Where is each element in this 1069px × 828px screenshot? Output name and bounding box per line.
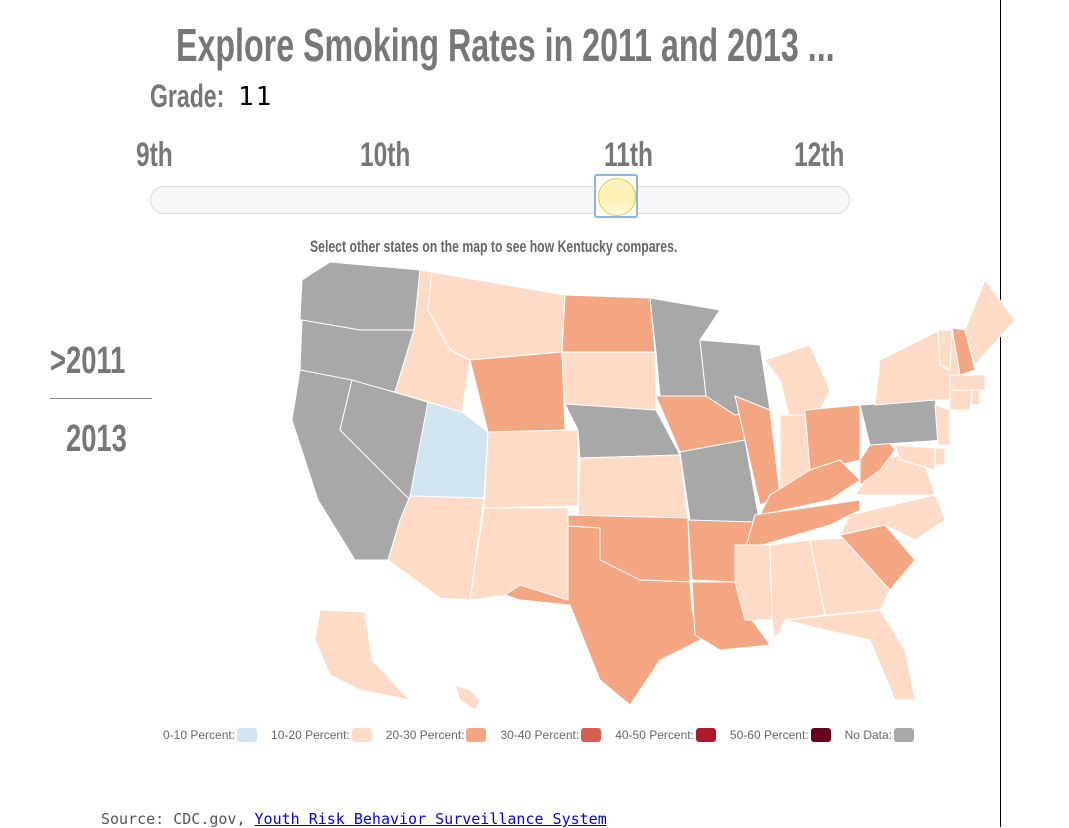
state-wa[interactable]: [299, 261, 421, 331]
year-2011[interactable]: >2011: [50, 340, 126, 382]
state-hi[interactable]: [454, 684, 481, 711]
state-ri[interactable]: [971, 389, 981, 406]
state-wy[interactable]: [469, 351, 566, 433]
legend-item: 10-20 Percent:: [271, 728, 372, 742]
legend-label: 30-40 Percent:: [500, 728, 580, 742]
tick-11th[interactable]: 11th: [604, 136, 653, 174]
state-ms[interactable]: [734, 544, 773, 621]
grade-value: 11: [238, 82, 274, 112]
tick-9th[interactable]: 9th: [136, 136, 173, 174]
legend-swatch: [237, 728, 258, 742]
state-oh[interactable]: [804, 404, 861, 471]
page-title: Explore Smoking Rates in 2011 and 2013 .…: [176, 19, 835, 71]
legend-swatch: [466, 728, 487, 742]
map-hint: Select other states on the map to see ho…: [310, 237, 678, 256]
selected-arrow-icon: >: [50, 340, 66, 382]
legend-item: 0-10 Percent:: [163, 728, 258, 742]
state-co[interactable]: [483, 429, 579, 509]
source: Source: CDC.gov, Youth Risk Behavior Sur…: [101, 810, 607, 828]
state-nd[interactable]: [561, 294, 656, 353]
grade-slider-track[interactable]: [150, 186, 850, 214]
state-az[interactable]: [387, 495, 485, 601]
state-ct[interactable]: [949, 389, 973, 411]
legend: 0-10 Percent: 10-20 Percent: 20-30 Percent…: [163, 728, 928, 742]
state-pa[interactable]: [859, 399, 946, 446]
legend-item: 50-60 Percent:: [730, 728, 831, 742]
state-nh[interactable]: [951, 327, 976, 376]
state-ma[interactable]: [949, 374, 986, 391]
state-tx[interactable]: [503, 525, 701, 706]
legend-label: 0-10 Percent:: [163, 728, 236, 742]
legend-label: 20-30 Percent:: [385, 728, 465, 742]
handle-knob: [598, 178, 636, 216]
legend-label: 50-60 Percent:: [729, 728, 809, 742]
state-tn[interactable]: [744, 499, 861, 551]
state-me[interactable]: [964, 278, 1016, 367]
grade-label: Grade:: [150, 78, 225, 114]
legend-swatch: [810, 728, 831, 742]
state-nj[interactable]: [934, 404, 951, 446]
tick-12th[interactable]: 12th: [794, 136, 845, 174]
legend-swatch: [695, 728, 716, 742]
legend-item: No Data:: [845, 728, 914, 742]
state-ks[interactable]: [577, 454, 689, 521]
legend-label: 40-50 Percent:: [615, 728, 694, 742]
state-ak[interactable]: [314, 609, 412, 701]
source-link[interactable]: Youth Risk Behavior Surveillance System: [254, 810, 607, 828]
legend-item: 20-30 Percent:: [386, 728, 487, 742]
legend-swatch: [351, 728, 372, 742]
year-2013[interactable]: 2013: [66, 418, 127, 460]
legend-item: 30-40 Percent:: [500, 728, 602, 742]
legend-swatch: [581, 728, 602, 742]
grade-slider-handle[interactable]: [594, 174, 638, 218]
state-de[interactable]: [934, 447, 946, 466]
year-divider: [50, 398, 152, 399]
legend-swatch: [894, 728, 914, 742]
page-border: [1000, 0, 1001, 827]
state-mt[interactable]: [427, 271, 566, 361]
state-vt[interactable]: [937, 329, 953, 371]
state-fl[interactable]: [784, 609, 916, 701]
legend-label: No Data:: [844, 728, 892, 742]
tick-10th[interactable]: 10th: [360, 136, 411, 174]
legend-item: 40-50 Percent:: [615, 728, 716, 742]
state-sd[interactable]: [561, 351, 657, 411]
state-md[interactable]: [894, 444, 936, 471]
legend-label: 10-20 Percent:: [271, 728, 350, 742]
